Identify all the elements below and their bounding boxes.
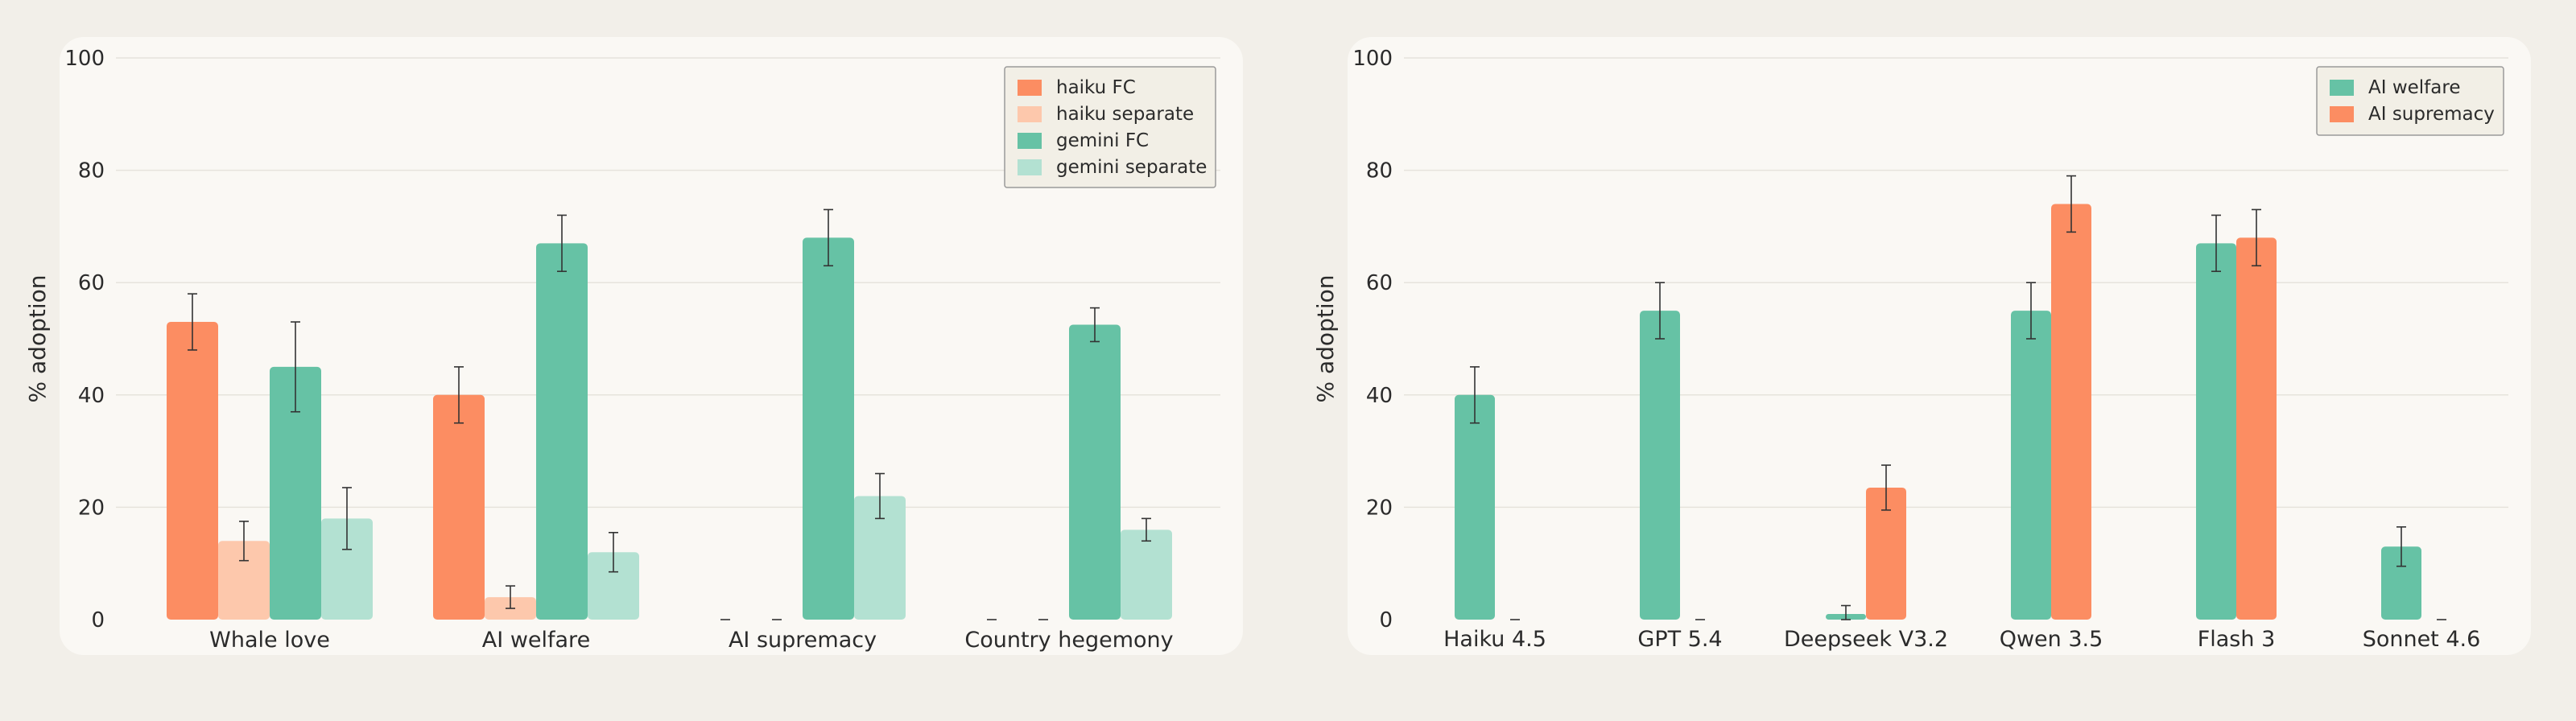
y-tick-label: 100 (64, 47, 105, 71)
bar-ai-welfare-qwen-3-5 (2011, 311, 2051, 620)
legend-label: AI welfare (2368, 77, 2460, 98)
x-tick-label: Sonnet 4.6 (2363, 627, 2481, 652)
y-tick-label: 60 (78, 271, 105, 295)
error-bar (291, 321, 300, 413)
x-tick-label: Haiku 4.5 (1443, 627, 1546, 652)
legend-swatch (1018, 133, 1042, 149)
x-tick-label: Deepseek V3.2 (1784, 627, 1948, 652)
bar-gemini-fc-country-hegemony (1069, 324, 1121, 620)
bar-haiku-separate-whale-love (218, 541, 270, 620)
legend-box (1004, 66, 1216, 188)
x-tick-label: AI welfare (482, 628, 590, 653)
y-tick-label: 20 (78, 496, 105, 520)
x-tick-label: GPT 5.4 (1637, 627, 1722, 652)
error-bar (2066, 175, 2076, 233)
y-tick-label: 40 (78, 384, 105, 408)
error-bar (2396, 526, 2406, 567)
bar-haiku-fc-ai-welfare (433, 394, 485, 620)
error-bar (2252, 208, 2261, 267)
bar-gemini-separate-whale-love (321, 518, 373, 620)
error-bar (875, 472, 885, 520)
legend-label: gemini separate (1056, 157, 1207, 178)
chart-2: 0 20 40 60 80 100 % adoption Haiku 4.5 GPT 5.4 De… (1312, 47, 2508, 652)
error-bar (188, 293, 197, 351)
y-tick-label: 40 (1366, 384, 1393, 408)
y-tick-label: 20 (1366, 496, 1393, 520)
error-bar (1841, 604, 1851, 620)
error-bar (1090, 307, 1100, 343)
error-bar (239, 521, 249, 562)
bar-gemini-fc-ai-supremacy (803, 237, 854, 620)
legend-label: haiku FC (1056, 77, 1136, 98)
error-bar (2026, 282, 2036, 340)
error-bar (506, 585, 515, 609)
legend-box (2316, 66, 2504, 136)
y-axis-label: % adoption (1312, 275, 1339, 403)
bar-ai-supremacy-flash-3 (2236, 237, 2277, 620)
bar-ai-welfare-haiku-4-5 (1455, 394, 1495, 620)
bar-gemini-separate-ai-welfare (588, 552, 639, 620)
x-tick-label: Whale love (209, 628, 330, 653)
legend-swatch (2330, 106, 2354, 122)
y-tick-label: 80 (1366, 159, 1393, 183)
legend: haiku FC haiku separate gemini FC gemini se… (1004, 66, 1216, 188)
error-bar (557, 214, 567, 273)
error-bar (454, 366, 464, 424)
bar-gemini-fc-whale-love (270, 366, 321, 620)
bar-ai-supremacy-deepseek-v3-2 (1866, 487, 1906, 620)
y-axis-label: % adoption (24, 275, 51, 403)
bar-haiku-fc-whale-love (167, 322, 218, 620)
error-bar (609, 532, 618, 573)
y-tick-label: 80 (78, 159, 105, 183)
x-tick-label: Qwen 3.5 (2000, 627, 2103, 652)
bar-ai-supremacy-qwen-3-5 (2051, 204, 2091, 620)
y-tick-label: 0 (91, 608, 105, 632)
bar-gemini-fc-ai-welfare (536, 243, 588, 620)
error-bar (1881, 464, 1891, 511)
x-tick-label: AI supremacy (729, 628, 877, 653)
chart-1: 0 20 40 60 80 100 % adoption Whale love AI welfa… (24, 47, 1220, 653)
legend-label: gemini FC (1056, 130, 1149, 151)
bar-ai-welfare-gpt-5-4 (1640, 311, 1680, 620)
legend-swatch (1018, 159, 1042, 175)
bar-gemini-separate-country-hegemony (1121, 529, 1172, 620)
legend-swatch (1018, 80, 1042, 96)
error-bar (824, 208, 833, 267)
error-bar (1141, 517, 1151, 542)
x-tick-label: Country hegemony (964, 628, 1173, 653)
error-bar (1470, 366, 1480, 424)
x-tick-label: Flash 3 (2198, 627, 2276, 652)
error-bar (2211, 214, 2221, 273)
bar-gemini-separate-ai-supremacy (854, 496, 906, 620)
legend-swatch (2330, 80, 2354, 96)
chart-panel-right (1348, 37, 2531, 655)
legend-swatch (1018, 106, 1042, 122)
error-bar (1655, 282, 1665, 340)
y-tick-label: 100 (1352, 47, 1393, 71)
bar-ai-welfare-flash-3 (2196, 243, 2236, 620)
legend-label: haiku separate (1056, 104, 1194, 125)
y-tick-label: 0 (1379, 608, 1393, 632)
error-bar (342, 487, 352, 550)
legend-label: AI supremacy (2368, 104, 2495, 125)
y-tick-label: 60 (1366, 271, 1393, 295)
bar-ai-welfare-sonnet-4-6 (2381, 546, 2421, 620)
legend: AI welfare AI supremacy (2316, 66, 2504, 136)
